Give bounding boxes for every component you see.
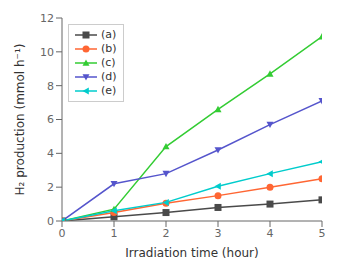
svg-text:2: 2 bbox=[163, 227, 170, 240]
html-text:(d): (d) bbox=[101, 70, 117, 83]
svg-text:4: 4 bbox=[267, 227, 274, 240]
svg-text:4: 4 bbox=[47, 147, 54, 160]
html-text:(a): (a) bbox=[101, 28, 117, 41]
html-text:(e): (e) bbox=[101, 84, 117, 97]
svg-text:10: 10 bbox=[40, 46, 54, 59]
svg-text:2: 2 bbox=[47, 181, 54, 194]
svg-text:6: 6 bbox=[47, 113, 54, 126]
svg-text:Irradiation time (hour): Irradiation time (hour) bbox=[125, 246, 258, 260]
html-text:(c): (c) bbox=[101, 56, 116, 69]
svg-text:12: 12 bbox=[40, 12, 54, 25]
svg-text:0: 0 bbox=[47, 215, 54, 228]
html-text:(b): (b) bbox=[101, 42, 117, 55]
svg-text:3: 3 bbox=[215, 227, 222, 240]
svg-text:5: 5 bbox=[319, 227, 326, 240]
svg-text:0: 0 bbox=[59, 227, 66, 240]
svg-text:8: 8 bbox=[47, 80, 54, 93]
svg-text:1: 1 bbox=[111, 227, 118, 240]
svg-text:H₂ production (mmol h⁻¹): H₂ production (mmol h⁻¹) bbox=[13, 44, 27, 196]
